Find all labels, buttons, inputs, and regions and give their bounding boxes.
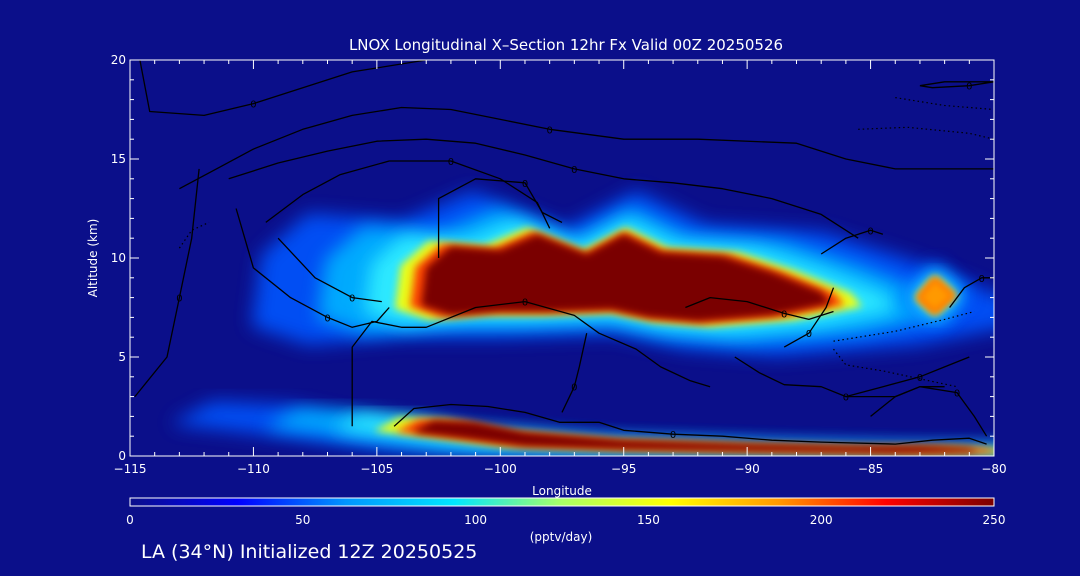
y-axis-label: Altitude (km) [86,219,100,298]
y-tick-label: 10 [111,251,126,265]
x-tick-label: −110 [237,462,270,476]
colorbar-tick-label: 100 [464,513,487,527]
x-tick-label: −115 [114,462,147,476]
contour-label-0: 0 [250,100,256,111]
contour-line-11 [685,296,834,321]
footer-text: LA (34°N) Initialized 12Z 20250525 [141,541,478,563]
contour-line-16 [820,229,884,255]
field-halo-lower-band-1 [264,408,994,456]
contour-label-15: 0 [954,389,960,400]
contour-label-17: 0 [966,82,972,93]
x-tick-label: −100 [484,462,517,476]
field-core-east-core [917,277,955,314]
contour-label-9: 0 [670,430,676,441]
axes: −115 −110 −105 −100 −95 −90 −85 −80 0 5 10 15 20 [111,53,1007,476]
colorbar-ticks: 0 50 100 150 200 250 [126,513,1005,527]
colorbar-label: (pptv/day) [530,530,593,544]
contour-label-2: 0 [571,165,577,176]
y-tick-label: 20 [111,53,126,67]
contour-line-7 [134,168,200,398]
field-halo-lower-band-0 [170,401,994,456]
colorbar-tick-label: 0 [126,513,134,527]
contour-line-8 [351,300,711,427]
x-tick-label: −90 [734,462,759,476]
colorbar-tick-label: 250 [983,513,1006,527]
x-tick-label: −80 [981,462,1006,476]
contour-line-17 [919,81,994,89]
contour-label-3: 0 [448,157,454,168]
contour-line-2 [228,138,859,239]
contour-line-18 [845,356,970,398]
contour-label-4: 0 [324,313,330,324]
contour-line-5 [277,237,382,303]
contour-label-1: 0 [547,125,553,136]
contour-label-11: 0 [781,309,787,320]
contour-label-14: 0 [979,274,985,285]
x-tick-label: −85 [858,462,883,476]
contour-line-15 [870,386,988,437]
contour-label-12: 0 [843,393,849,404]
contour-label-10: 0 [571,383,577,394]
contour-line-0 [139,60,427,117]
y-tick-label: 5 [118,350,126,364]
contour-label-6: 0 [522,179,528,190]
contour-line-13 [783,287,835,348]
colorbar-tick-label: 150 [637,513,660,527]
contour-label-13: 0 [806,329,812,340]
contour-line-3 [265,160,551,229]
field-core-lower-band [411,420,980,453]
colorbar-tick-label: 50 [295,513,310,527]
x-axis-label: Longitude [532,484,592,498]
dotted-contour-line-2 [895,97,994,111]
y-tick-label: 0 [118,449,126,463]
colorbar-tick-label: 200 [810,513,833,527]
dotted-contour-line-0 [833,348,958,388]
contour-label-16: 0 [867,226,873,237]
contour-line-4 [235,208,390,328]
contour-line-10 [561,333,588,413]
contour-line-9 [393,403,987,445]
contour-label-5: 0 [349,294,355,305]
contour-line-1 [179,106,994,190]
chart-title: LNOX Longitudinal X–Section 12hr Fx Vali… [349,36,783,54]
x-tick-label: −95 [611,462,636,476]
x-tick-label: −105 [360,462,393,476]
contour-label-8: 0 [522,298,528,309]
contour-line-6 [437,178,563,258]
colorbar [129,497,995,507]
contour-label-7: 0 [176,294,182,305]
contour-line-14 [949,277,994,308]
y-tick-label: 15 [111,152,126,166]
